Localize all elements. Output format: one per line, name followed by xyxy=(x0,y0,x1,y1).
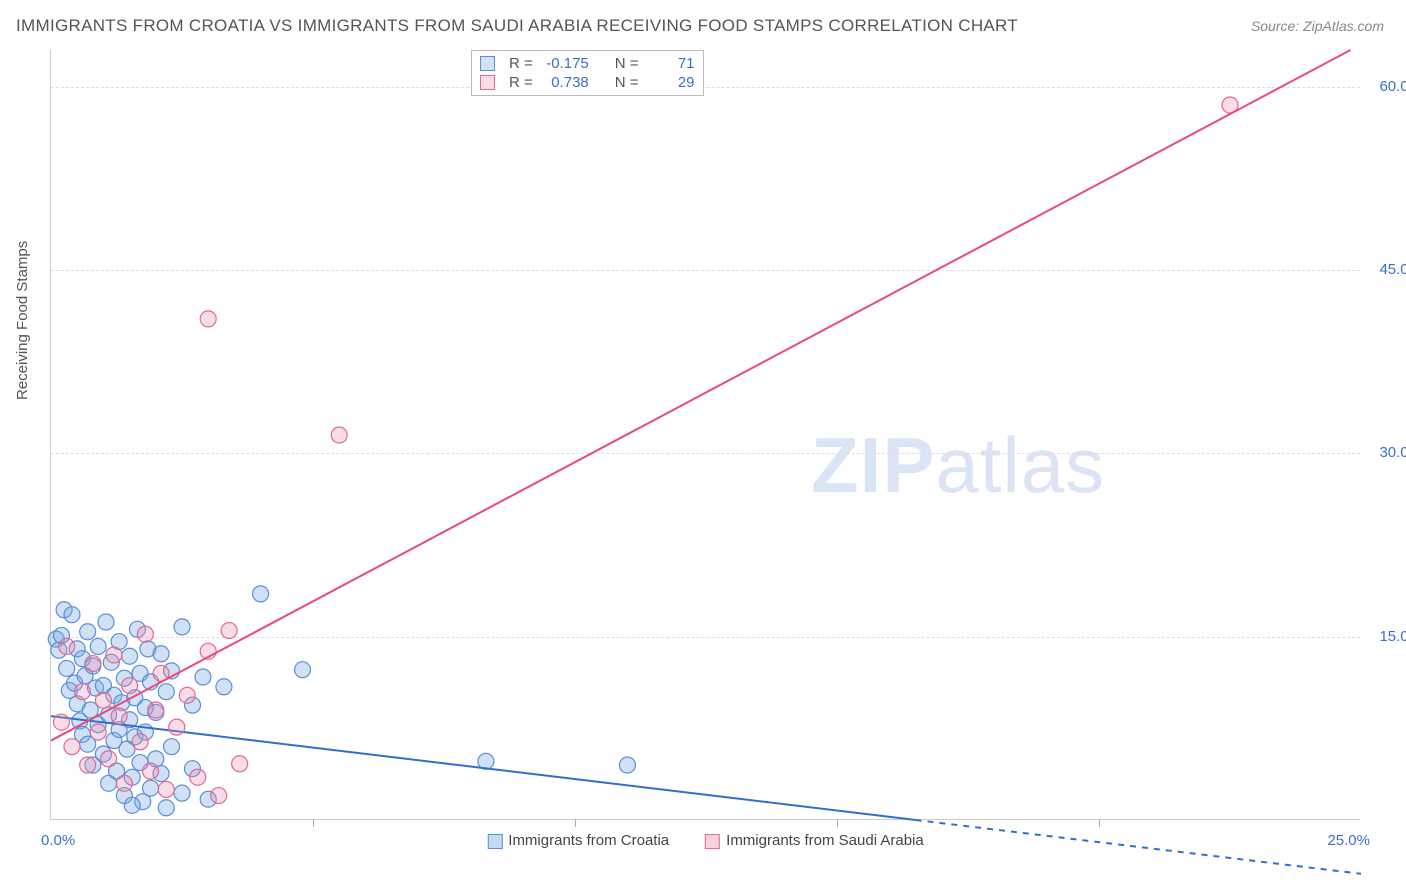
data-point xyxy=(148,702,164,718)
scatter-plot-svg xyxy=(51,50,1360,819)
n-value: 29 xyxy=(647,74,695,91)
n-label: N = xyxy=(615,74,639,91)
data-point xyxy=(174,619,190,635)
r-value: 0.738 xyxy=(541,74,589,91)
data-point xyxy=(53,714,69,730)
data-point xyxy=(116,775,132,791)
data-point xyxy=(216,679,232,695)
legend-label: Immigrants from Saudi Arabia xyxy=(726,832,924,849)
data-point xyxy=(124,797,140,813)
data-point xyxy=(619,757,635,773)
data-point xyxy=(59,638,75,654)
correlation-legend-row: R = -0.175 N = 71 xyxy=(480,54,695,73)
correlation-legend-row: R = 0.738 N = 29 xyxy=(480,73,695,92)
regression-line-extrapolated xyxy=(916,820,1361,874)
r-label: R = xyxy=(509,55,533,72)
legend-item: Immigrants from Saudi Arabia xyxy=(705,832,924,849)
regression-line xyxy=(51,50,1351,741)
x-axis-tick xyxy=(837,819,838,827)
data-point xyxy=(122,648,138,664)
y-axis-tick-label: 45.0% xyxy=(1379,261,1406,278)
data-point xyxy=(95,692,111,708)
data-point xyxy=(295,662,311,678)
legend-label: Immigrants from Croatia xyxy=(508,832,669,849)
data-point xyxy=(122,678,138,694)
legend-swatch xyxy=(487,834,502,849)
data-point xyxy=(132,734,148,750)
legend-swatch xyxy=(705,834,720,849)
data-point xyxy=(169,719,185,735)
data-point xyxy=(85,656,101,672)
correlation-legend: R = -0.175 N = 71 R = 0.738 N = 29 xyxy=(471,50,704,96)
data-point xyxy=(90,724,106,740)
data-point xyxy=(174,785,190,801)
data-point xyxy=(98,614,114,630)
data-point xyxy=(80,757,96,773)
data-point xyxy=(190,769,206,785)
data-point xyxy=(253,586,269,602)
x-axis-tick-min: 0.0% xyxy=(41,832,75,849)
x-axis-tick xyxy=(575,819,576,827)
data-point xyxy=(90,638,106,654)
n-value: 71 xyxy=(647,55,695,72)
chart-title: IMMIGRANTS FROM CROATIA VS IMMIGRANTS FR… xyxy=(16,16,1018,36)
y-axis-tick-label: 60.0% xyxy=(1379,78,1406,95)
data-point xyxy=(164,739,180,755)
r-value: -0.175 xyxy=(541,55,589,72)
data-point xyxy=(158,684,174,700)
chart-plot-area: ZIPatlas R =-0.175N =71R =0.738N =29 0.0… xyxy=(50,50,1360,820)
data-point xyxy=(64,739,80,755)
data-point xyxy=(158,800,174,816)
source-attribution: Source: ZipAtlas.com xyxy=(1251,18,1384,34)
data-point xyxy=(158,781,174,797)
data-point xyxy=(221,623,237,639)
data-point xyxy=(232,756,248,772)
n-label: N = xyxy=(615,55,639,72)
x-axis-tick-max: 25.0% xyxy=(1327,832,1370,849)
series-legend: Immigrants from Croatia Immigrants from S… xyxy=(487,832,923,849)
legend-item: Immigrants from Croatia xyxy=(487,832,669,849)
data-point xyxy=(179,687,195,703)
data-point xyxy=(143,780,159,796)
y-axis-label: Receiving Food Stamps xyxy=(14,241,31,400)
x-axis-tick xyxy=(1099,819,1100,827)
data-point xyxy=(74,684,90,700)
data-point xyxy=(59,660,75,676)
y-axis-tick-label: 15.0% xyxy=(1379,628,1406,645)
data-point xyxy=(64,607,80,623)
legend-swatch xyxy=(480,56,495,71)
y-axis-tick-label: 30.0% xyxy=(1379,444,1406,461)
data-point xyxy=(101,751,117,767)
data-point xyxy=(80,624,96,640)
r-label: R = xyxy=(509,74,533,91)
data-point xyxy=(143,763,159,779)
data-point xyxy=(200,311,216,327)
data-point xyxy=(111,708,127,724)
data-point xyxy=(331,427,347,443)
data-point xyxy=(137,626,153,642)
data-point xyxy=(153,646,169,662)
legend-swatch xyxy=(480,75,495,90)
data-point xyxy=(211,788,227,804)
data-point xyxy=(106,647,122,663)
data-point xyxy=(195,669,211,685)
x-axis-tick xyxy=(313,819,314,827)
